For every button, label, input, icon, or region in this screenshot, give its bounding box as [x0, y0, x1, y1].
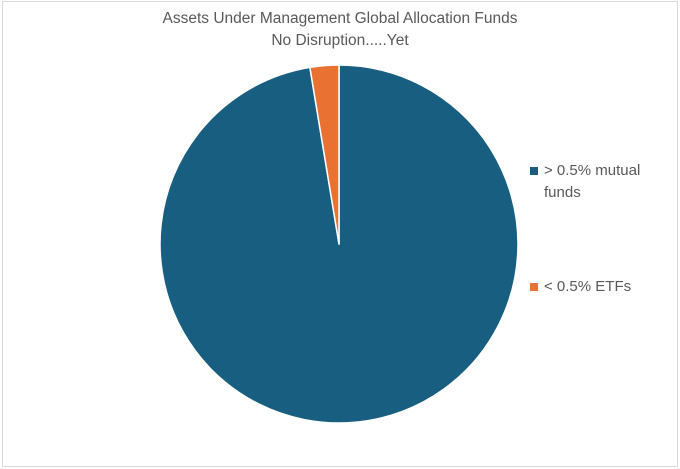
- legend-item-etfs: < 0.5% ETFs: [526, 276, 676, 298]
- chart-title: Assets Under Management Global Allocatio…: [162, 10, 518, 27]
- pie-slice-etfs: [309, 64, 340, 245]
- legend: > 0.5% mutual funds < 0.5% ETFs: [526, 160, 676, 298]
- legend-item-mutual-funds: > 0.5% mutual funds: [526, 160, 676, 204]
- chart-title-block: Assets Under Management Global Allocatio…: [0, 8, 680, 52]
- legend-label-etfs: < 0.5% ETFs: [544, 278, 632, 295]
- chart-subtitle: No Disruption.....Yet: [271, 32, 409, 49]
- legend-swatch-etfs: [530, 283, 538, 291]
- legend-label-mutual-funds: > 0.5% mutual funds: [544, 162, 641, 201]
- legend-swatch-mutual-funds: [530, 167, 538, 175]
- pie-slices: [159, 64, 519, 424]
